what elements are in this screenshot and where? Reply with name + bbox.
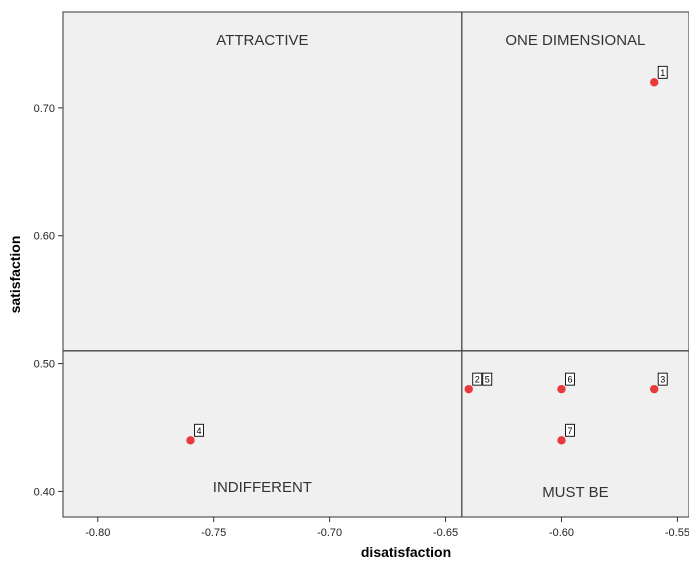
data-point-label-box [472, 372, 483, 386]
data-point-label-box [194, 423, 204, 437]
data-point [650, 78, 659, 87]
data-point-label-box [565, 423, 575, 437]
data-point [557, 384, 566, 394]
data-point-label-box [657, 65, 668, 79]
data-point-label-box [482, 372, 493, 386]
x-axis-title: disatisfaction [361, 544, 451, 560]
data-point [186, 436, 195, 445]
y-axis-title: satisfaction [7, 236, 23, 314]
y-tick-label: 0.40 [34, 486, 55, 498]
quadrant-label-bottom-left: INDIFFERENT [213, 479, 312, 496]
y-tick-label: 0.70 [34, 103, 55, 115]
y-tick-label: 0.60 [34, 231, 55, 243]
x-tick-label: -0.55 [665, 527, 689, 539]
data-point-label: 5 [485, 375, 490, 385]
x-tick-label: -0.80 [85, 527, 110, 539]
x-tick-label: -0.75 [201, 527, 226, 539]
data-point [650, 384, 659, 394]
y-tick-label: 0.50 [34, 359, 55, 371]
data-point-label: 6 [567, 375, 572, 385]
quadrant-label-top-left: ATTRACTIVE [216, 32, 308, 49]
data-point-label: 3 [660, 375, 665, 385]
quadrant-label-top-right: ONE DIMENSIONAL [505, 32, 645, 49]
data-point-label: 1 [660, 68, 665, 78]
data-point [464, 384, 473, 394]
plot-area [62, 11, 689, 518]
x-tick-label: -0.65 [433, 527, 458, 539]
x-tick-label: -0.70 [317, 527, 342, 539]
data-point-label: 2 [475, 375, 480, 385]
data-point [557, 436, 566, 445]
data-point-label-box [565, 372, 575, 386]
data-point-label: 7 [567, 426, 572, 436]
quadrant-label-bottom-right: MUST BE [542, 484, 608, 501]
x-tick-label: -0.60 [549, 527, 574, 539]
data-point-label: 4 [197, 426, 202, 436]
data-point-label-box [657, 372, 668, 386]
